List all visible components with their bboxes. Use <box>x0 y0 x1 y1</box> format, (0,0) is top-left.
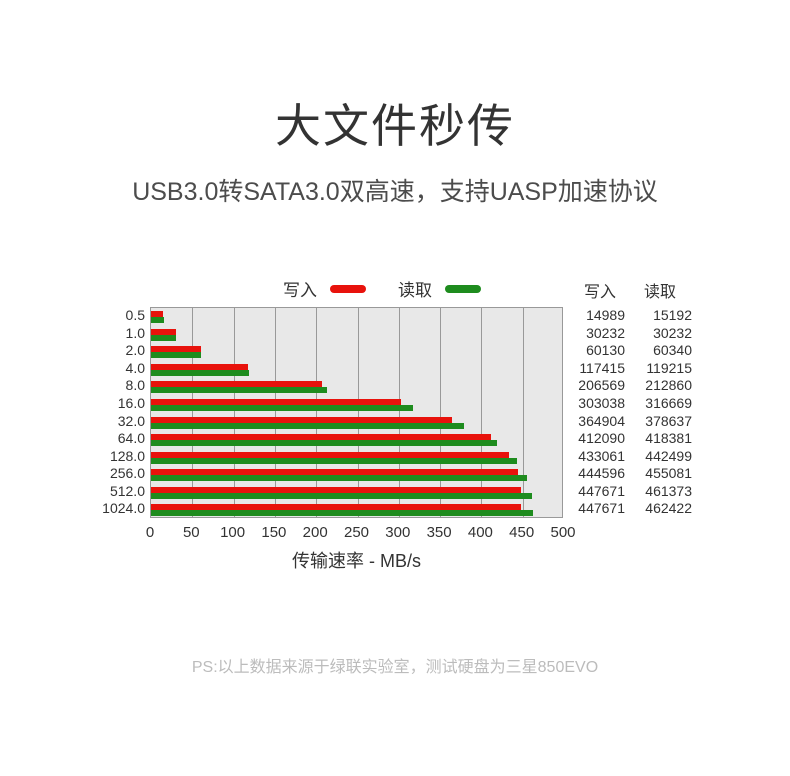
y-axis-label-1024.0: 1024.0 <box>102 500 145 517</box>
x-axis-label-500: 500 <box>550 524 576 541</box>
table-write-value-row-1: 30232 <box>586 324 625 341</box>
legend-read-label: 读取 <box>398 281 432 300</box>
y-axis-label-128.0: 128.0 <box>109 447 145 464</box>
x-axis-label-300: 300 <box>385 524 411 541</box>
y-axis-label-16.0: 16.0 <box>117 394 145 411</box>
x-axis-label-250: 250 <box>343 524 370 541</box>
table-read-value-row-11: 462422 <box>645 500 692 517</box>
read-bar-2.0 <box>151 352 201 359</box>
table-write-value-row-9: 444596 <box>578 465 625 482</box>
y-axis-label-256.0: 256.0 <box>109 465 145 482</box>
table-read-value-row-9: 455081 <box>645 465 692 482</box>
y-axis-label-2.0: 2.0 <box>125 342 145 359</box>
footer-note: PS:以上数据来源于绿联实验室，测试硬盘为三星850EVO <box>191 659 599 676</box>
read-bar-512.0 <box>151 492 533 499</box>
y-axis-label-32.0: 32.0 <box>117 412 145 429</box>
write-bar-2.0 <box>151 346 201 353</box>
table-header-write: 写入 <box>583 284 616 301</box>
gridline-x-50 <box>192 308 194 517</box>
gridline-x-200 <box>316 308 318 517</box>
x-axis-label-200: 200 <box>302 524 328 541</box>
gridline-x-150 <box>274 308 276 517</box>
gridline-x-100 <box>233 308 235 517</box>
table-read-value-row-5: 316669 <box>645 394 692 411</box>
read-bar-4.0 <box>151 369 250 376</box>
table-write-value-row-5: 303038 <box>578 394 625 411</box>
y-axis-label-64.0: 64.0 <box>117 430 145 447</box>
y-axis-label-0.5: 0.5 <box>125 307 145 323</box>
read-bar-1.0 <box>151 334 176 341</box>
write-bar-4.0 <box>151 363 248 370</box>
gridline-x-350 <box>440 308 442 517</box>
legend-write-swatch-icon <box>330 284 366 293</box>
table-write-value-row-4: 206569 <box>578 377 625 394</box>
write-bar-512.0 <box>151 486 521 493</box>
table-write-value-row-11: 447671 <box>578 500 625 517</box>
gridline-x-250 <box>357 308 359 517</box>
x-axis-label-50: 50 <box>182 524 200 541</box>
x-axis-label-100: 100 <box>220 524 246 541</box>
write-bar-128.0 <box>151 451 509 458</box>
y-axis-label-4.0: 4.0 <box>125 359 145 376</box>
read-bar-128.0 <box>151 457 517 464</box>
read-bar-0.5 <box>151 317 164 323</box>
bar-chart-plot-area <box>150 307 563 518</box>
table-write-value-row-8: 433061 <box>578 447 625 464</box>
table-write-value-row-2: 60130 <box>586 342 625 359</box>
gridline-x-450 <box>522 308 524 517</box>
table-write-value-row-7: 412090 <box>578 430 625 447</box>
write-bar-8.0 <box>151 381 322 388</box>
read-bar-8.0 <box>151 387 327 394</box>
x-axis-label-450: 450 <box>509 524 535 541</box>
gridline-x-400 <box>481 308 483 517</box>
table-read-value-row-0: 15192 <box>653 307 692 323</box>
read-bar-32.0 <box>151 422 464 429</box>
table-read-value-row-8: 442499 <box>645 447 692 464</box>
table-write-value-row-3: 117415 <box>579 359 625 376</box>
table-header-read: 读取 <box>643 284 676 301</box>
write-bar-32.0 <box>151 416 453 423</box>
read-bar-1024.0 <box>151 510 533 517</box>
x-axis-label-350: 350 <box>426 524 452 541</box>
read-bar-256.0 <box>151 475 527 482</box>
table-read-value-row-6: 378637 <box>645 412 692 429</box>
y-axis-label-1.0: 1.0 <box>125 324 145 341</box>
x-axis-label-400: 400 <box>467 524 493 541</box>
write-bar-64.0 <box>151 434 492 441</box>
write-bar-1.0 <box>151 328 176 335</box>
legend-read-swatch-icon <box>445 284 481 293</box>
page-subtitle: USB3.0转SATA3.0双高速，支持UASP加速协议 <box>132 178 658 206</box>
read-bar-16.0 <box>151 404 413 411</box>
x-axis-title: 传输速率 - MB/s <box>292 551 421 571</box>
legend-write-label: 写入 <box>283 281 317 300</box>
table-read-value-row-7: 418381 <box>645 430 692 447</box>
x-axis-label-150: 150 <box>261 524 287 541</box>
page-title: 大文件秒传 <box>275 100 515 152</box>
x-axis-label-0: 0 <box>145 524 155 541</box>
table-read-value-row-1: 30232 <box>653 324 692 341</box>
write-bar-16.0 <box>151 398 402 405</box>
table-read-value-row-10: 461373 <box>645 482 692 499</box>
y-axis-label-8.0: 8.0 <box>125 377 145 394</box>
table-write-value-row-10: 447671 <box>578 482 625 499</box>
y-axis-label-512.0: 512.0 <box>109 482 145 499</box>
write-bar-1024.0 <box>151 504 521 511</box>
table-read-value-row-2: 60340 <box>653 342 692 359</box>
table-read-value-row-3: 119215 <box>646 359 692 376</box>
table-write-value-row-0: 14989 <box>586 307 625 323</box>
write-bar-256.0 <box>151 469 519 476</box>
gridline-x-300 <box>398 308 400 517</box>
table-read-value-row-4: 212860 <box>645 377 692 394</box>
read-bar-64.0 <box>151 440 497 447</box>
write-bar-0.5 <box>151 311 164 317</box>
chart-legend: 写入 读取 <box>283 276 481 301</box>
table-write-value-row-6: 364904 <box>578 412 625 429</box>
